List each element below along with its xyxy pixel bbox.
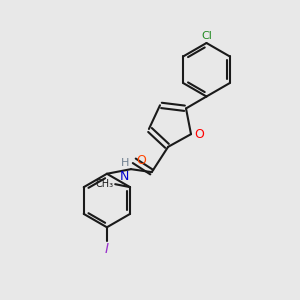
Text: Cl: Cl [201,31,212,40]
Text: CH₃: CH₃ [96,179,114,189]
Text: I: I [105,242,109,256]
Text: H: H [121,158,129,168]
Text: O: O [195,128,205,141]
Text: O: O [137,154,146,167]
Text: N: N [120,170,129,183]
